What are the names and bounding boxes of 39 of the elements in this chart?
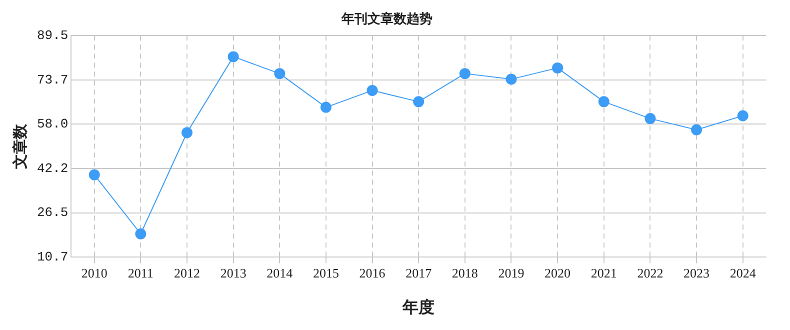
point bbox=[737, 110, 748, 122]
point bbox=[598, 96, 610, 108]
point bbox=[320, 102, 332, 113]
point bbox=[135, 228, 146, 240]
x-tick-label: 2021 bbox=[590, 265, 617, 280]
x-tick-label: 2010 bbox=[81, 265, 108, 280]
point bbox=[644, 113, 656, 124]
x-tick-label: 2013 bbox=[220, 265, 246, 280]
x-tick-label: 2012 bbox=[174, 265, 200, 280]
point bbox=[366, 84, 378, 96]
x-tick-label: 2019 bbox=[498, 265, 524, 280]
y-tick-label: 58.0 bbox=[36, 116, 68, 132]
y-tick-label: 26.5 bbox=[36, 205, 68, 220]
chart-title: 年刊文章数趋势 bbox=[340, 11, 432, 26]
point bbox=[459, 68, 470, 80]
point bbox=[552, 62, 564, 74]
y-tick-label: 73.7 bbox=[36, 72, 68, 88]
x-tick-label: 2014 bbox=[266, 265, 294, 280]
point bbox=[182, 127, 193, 138]
point bbox=[228, 51, 239, 62]
y-tick-label: 89.5 bbox=[36, 28, 68, 44]
x-tick-label: 2022 bbox=[637, 265, 664, 280]
y-tick-label: 42.2 bbox=[36, 161, 68, 176]
point bbox=[413, 96, 424, 108]
point bbox=[506, 74, 517, 85]
point bbox=[274, 68, 286, 80]
x-tick-label: 2024 bbox=[730, 265, 756, 280]
x-tick-label: 2023 bbox=[684, 265, 710, 280]
point bbox=[88, 169, 100, 180]
x-tick-label: 2018 bbox=[452, 265, 478, 280]
x-tick-label: 2011 bbox=[128, 265, 154, 280]
y-tick-label: 10.7 bbox=[36, 250, 68, 265]
x-tick-label: 2016 bbox=[359, 265, 386, 280]
y-axis-title: 文章数 bbox=[10, 122, 29, 170]
x-tick-label: 2015 bbox=[312, 265, 339, 280]
point bbox=[691, 124, 702, 136]
x-tick-label: 2020 bbox=[544, 265, 571, 280]
x-axis-title: 年度 bbox=[402, 298, 435, 317]
x-tick-label: 2017 bbox=[406, 265, 432, 280]
